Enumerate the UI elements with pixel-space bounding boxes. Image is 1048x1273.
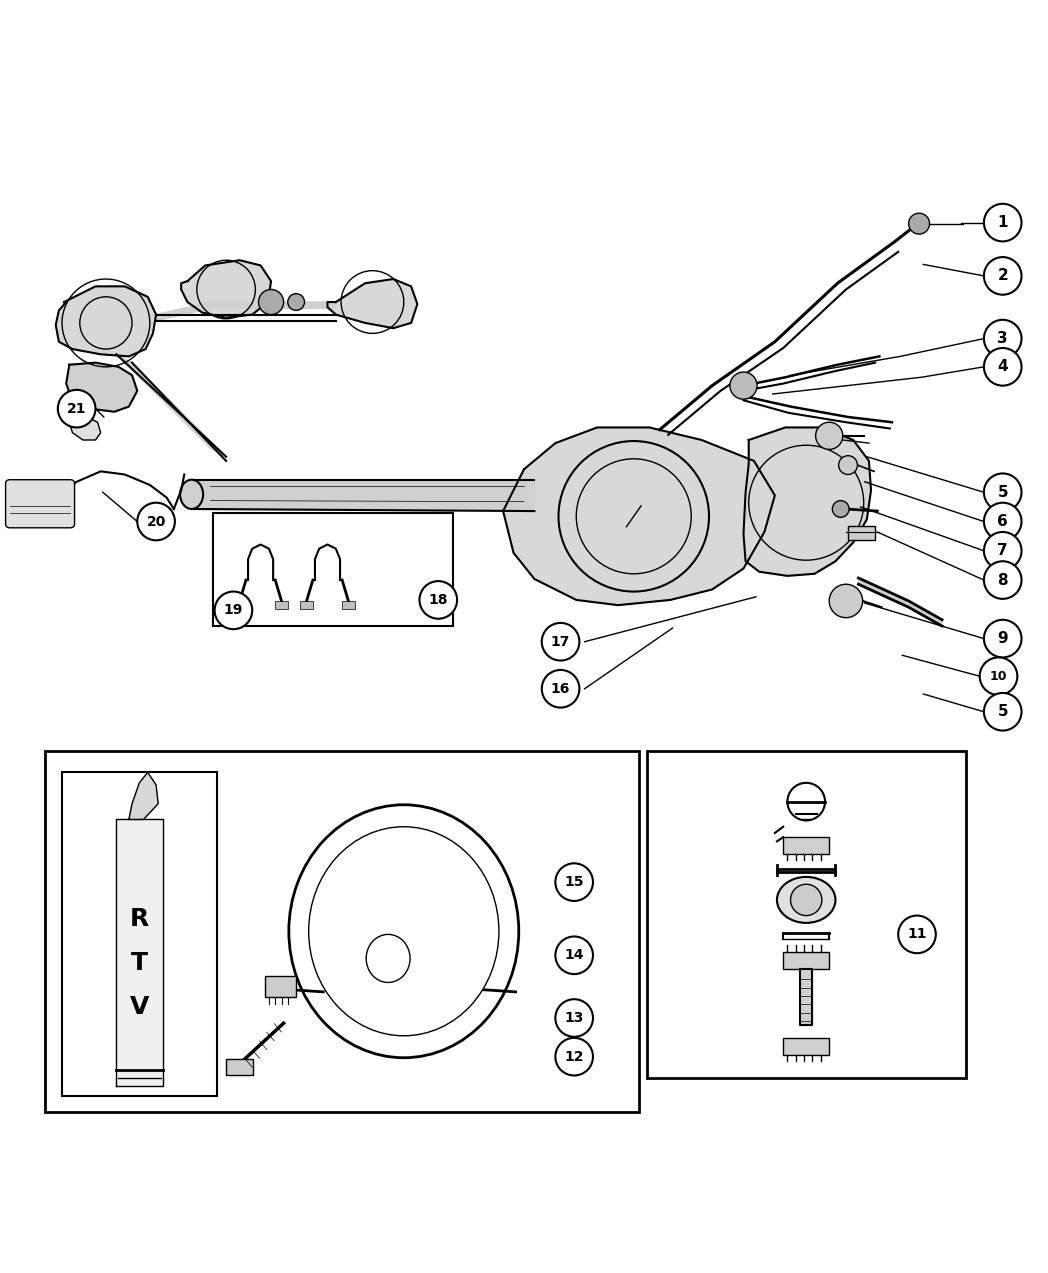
FancyBboxPatch shape: [62, 773, 217, 1096]
Text: R: R: [130, 906, 149, 931]
Text: V: V: [130, 994, 149, 1018]
Circle shape: [729, 372, 757, 400]
Text: 21: 21: [67, 402, 86, 416]
Text: 18: 18: [429, 593, 449, 607]
Text: T: T: [131, 951, 148, 975]
Text: 15: 15: [565, 875, 584, 889]
Circle shape: [555, 1037, 593, 1076]
Text: 9: 9: [998, 631, 1008, 647]
Polygon shape: [858, 578, 942, 626]
Circle shape: [555, 863, 593, 901]
Circle shape: [555, 999, 593, 1036]
Polygon shape: [181, 260, 271, 318]
FancyBboxPatch shape: [301, 601, 313, 610]
Circle shape: [898, 915, 936, 953]
Text: 4: 4: [998, 359, 1008, 374]
FancyBboxPatch shape: [226, 1059, 254, 1076]
Circle shape: [542, 670, 580, 708]
Ellipse shape: [180, 480, 203, 509]
Polygon shape: [129, 773, 158, 820]
Circle shape: [984, 503, 1022, 540]
Text: 1: 1: [998, 215, 1008, 230]
FancyBboxPatch shape: [234, 601, 246, 610]
Circle shape: [838, 456, 857, 475]
Circle shape: [829, 584, 863, 617]
Text: 19: 19: [223, 603, 243, 617]
Text: 6: 6: [998, 514, 1008, 530]
Polygon shape: [116, 354, 226, 457]
FancyBboxPatch shape: [5, 480, 74, 528]
FancyBboxPatch shape: [213, 513, 453, 626]
Polygon shape: [800, 969, 812, 1025]
Circle shape: [984, 320, 1022, 358]
FancyBboxPatch shape: [276, 601, 288, 610]
Text: 17: 17: [551, 635, 570, 649]
Circle shape: [419, 580, 457, 619]
Circle shape: [137, 503, 175, 540]
FancyBboxPatch shape: [783, 838, 829, 854]
Circle shape: [259, 289, 284, 314]
Circle shape: [984, 204, 1022, 242]
Text: 5: 5: [998, 485, 1008, 500]
Text: 14: 14: [565, 948, 584, 962]
FancyBboxPatch shape: [342, 601, 354, 610]
FancyBboxPatch shape: [265, 976, 297, 997]
Text: 12: 12: [565, 1050, 584, 1064]
Text: 10: 10: [989, 670, 1007, 682]
Text: 20: 20: [147, 514, 166, 528]
Polygon shape: [156, 302, 335, 321]
Polygon shape: [743, 428, 871, 575]
Circle shape: [790, 885, 822, 915]
Text: 2: 2: [998, 269, 1008, 284]
Text: 5: 5: [998, 704, 1008, 719]
Circle shape: [815, 423, 843, 449]
Polygon shape: [327, 279, 417, 328]
Circle shape: [984, 474, 1022, 510]
Circle shape: [984, 620, 1022, 657]
Circle shape: [555, 937, 593, 974]
Circle shape: [984, 561, 1022, 598]
Polygon shape: [116, 820, 163, 1086]
Polygon shape: [503, 428, 774, 605]
FancyBboxPatch shape: [848, 526, 875, 540]
Polygon shape: [69, 415, 101, 440]
Ellipse shape: [777, 877, 835, 923]
FancyBboxPatch shape: [648, 751, 966, 1077]
Text: 7: 7: [998, 544, 1008, 559]
Text: 3: 3: [998, 331, 1008, 346]
Circle shape: [542, 622, 580, 661]
Circle shape: [909, 213, 930, 234]
Text: 11: 11: [908, 928, 926, 942]
Polygon shape: [56, 286, 156, 356]
Circle shape: [215, 592, 253, 629]
Text: 13: 13: [565, 1011, 584, 1025]
Circle shape: [980, 657, 1018, 695]
Polygon shape: [66, 363, 137, 411]
Circle shape: [984, 693, 1022, 731]
FancyBboxPatch shape: [783, 1037, 829, 1054]
Circle shape: [288, 294, 305, 311]
Text: 16: 16: [551, 682, 570, 696]
Circle shape: [832, 500, 849, 517]
FancyBboxPatch shape: [45, 751, 639, 1113]
FancyBboxPatch shape: [783, 952, 829, 969]
Circle shape: [984, 257, 1022, 295]
Circle shape: [984, 348, 1022, 386]
Circle shape: [58, 390, 95, 428]
Text: 8: 8: [998, 573, 1008, 588]
Circle shape: [984, 532, 1022, 569]
